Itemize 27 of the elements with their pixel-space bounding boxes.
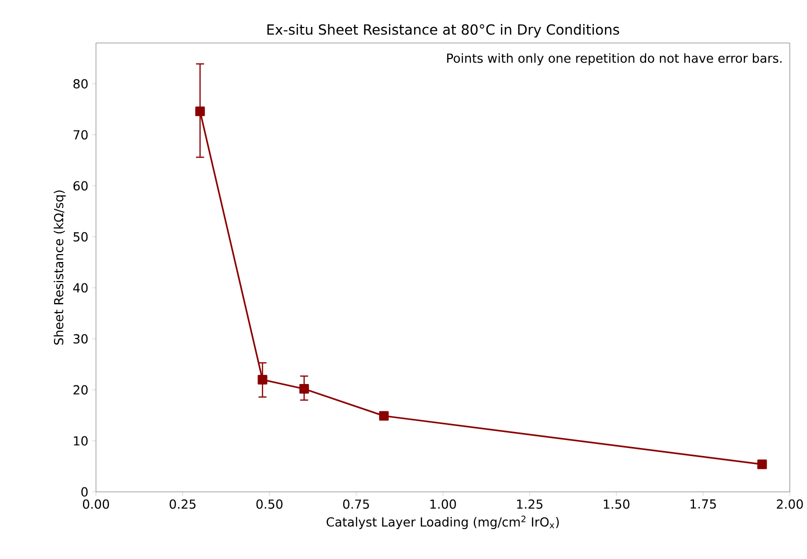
y-tick-label: 10 <box>74 436 88 446</box>
x-tick-label: 1.25 <box>517 499 542 509</box>
y-tick-label: 40 <box>73 283 88 293</box>
y-axis-title: Sheet Resistance (kΩ/sq) <box>54 190 66 345</box>
y-tick-label: 30 <box>74 334 88 344</box>
point <box>299 384 309 394</box>
y-tick-label: 60 <box>73 181 88 191</box>
y-tick-label: 70 <box>74 130 88 140</box>
y-tick-label: 50 <box>74 232 88 242</box>
x-axis-title: Catalyst Layer Loading (mg/cm$^{2}$ IrO$_{x}$) <box>326 516 559 530</box>
x-tick-label: 0.25 <box>170 499 196 509</box>
y-tick-label: 20 <box>74 385 88 395</box>
annotation: Points with only one repetition do not have error bars. <box>447 53 782 66</box>
x-tick-label: 0.50 <box>256 499 282 509</box>
x-tick-label: 1.75 <box>690 499 716 509</box>
x-tick-label: 0.75 <box>343 499 369 509</box>
point <box>757 460 767 470</box>
y-tick-label: 80 <box>73 79 88 89</box>
point <box>379 411 389 421</box>
x-tick-label: 2.00 <box>776 499 803 509</box>
point <box>195 106 205 116</box>
point <box>258 374 268 385</box>
x-tick-label: 0.00 <box>82 499 110 509</box>
x-tick-label: 1.00 <box>430 499 456 509</box>
chart-title: Ex-situ Sheet Resistance at 80°C in Dry Conditions <box>267 24 620 38</box>
y-tick-label: 0 <box>81 487 88 497</box>
x-tick-label: 1.50 <box>604 499 630 509</box>
